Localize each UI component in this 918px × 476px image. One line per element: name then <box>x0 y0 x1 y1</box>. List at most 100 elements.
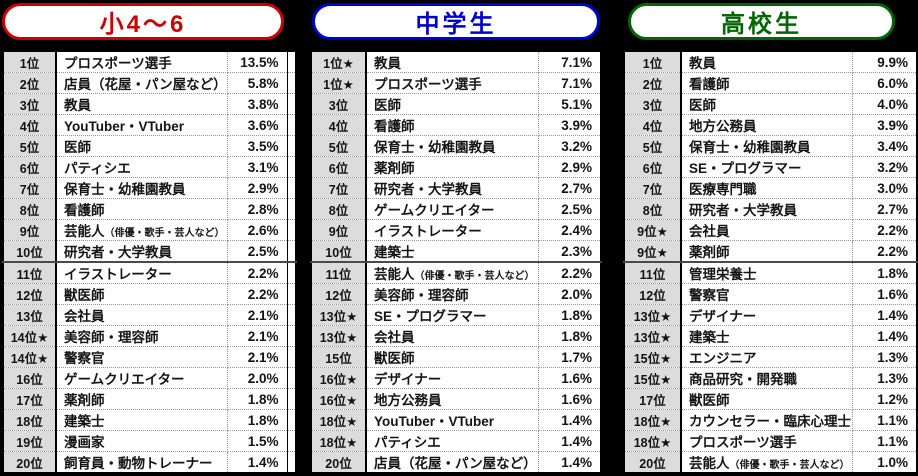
job-name-note: （俳優・歌手・芸人など） <box>104 228 225 239</box>
ranking-row: 13位★ 会社員 1.8% <box>311 325 601 347</box>
rank-cell: 15位 <box>311 346 367 368</box>
ranking-row: 17位 獣医師 1.2% <box>624 388 917 410</box>
rank-cell: 16位★ <box>311 367 367 389</box>
spacer-cell <box>286 219 296 241</box>
spacer-cell <box>286 430 296 452</box>
job-name: 会社員 <box>64 309 105 324</box>
rank-cell: 7位 <box>624 177 682 199</box>
percent-cell: 2.6% <box>227 219 287 241</box>
ranking-row: 20位 店員（花屋・パン屋など） 1.4% <box>311 451 601 473</box>
rank-cell: 15位★ <box>624 346 682 368</box>
ranking-row: 5位 医師 3.5% <box>3 135 296 157</box>
job-name: 医療専門職 <box>689 182 757 197</box>
job-name: 建築士 <box>64 414 105 429</box>
job-name: SE・プログラマー <box>374 309 487 324</box>
percent-cell: 1.4% <box>561 454 592 470</box>
percent-cell: 3.0% <box>852 177 917 199</box>
rank-cell: 9位 <box>311 219 367 241</box>
percent-cell: 2.2% <box>538 262 601 284</box>
ranking-row: 5位 保育士・幼稚園教員 3.4% <box>624 135 917 157</box>
ranking-row: 6位 パティシエ 3.1% <box>3 156 296 178</box>
job-cell: 店員（花屋・パン屋など） <box>56 72 228 94</box>
rank-cell: 9位★ <box>624 219 682 241</box>
percent-cell: 1.1% <box>852 409 917 431</box>
job-name: 医師 <box>374 98 401 113</box>
percent-cell: 1.8% <box>227 388 287 410</box>
rank-cell: 10位 <box>3 240 57 263</box>
spacer-cell <box>286 262 296 284</box>
job-name: 薬剤師 <box>64 393 105 408</box>
rank-cell: 17位 <box>624 388 682 410</box>
ranking-row: 1位 教員 9.9% <box>624 51 917 73</box>
job-cell: 教員 <box>56 93 228 115</box>
ranking-row: 1位 プロスポーツ選手 13.5% <box>3 51 296 73</box>
job-cell: 医師 <box>56 135 228 157</box>
job-name: SE・プログラマー <box>689 161 802 176</box>
percent-cell: 2.0% <box>538 283 601 305</box>
job-name: YouTuber・VTuber <box>374 414 494 429</box>
job-name: 会社員 <box>374 330 415 345</box>
rank-cell: 12位 <box>3 283 57 305</box>
rank-cell: 18位★ <box>311 430 367 452</box>
job-name: 教員 <box>374 56 401 71</box>
percent-cell: 1.0% <box>877 454 908 470</box>
rank-cell: 1位★ <box>311 72 367 94</box>
ranking-row: 2位 看護師 6.0% <box>624 72 917 94</box>
rank-cell: 8位 <box>624 198 682 220</box>
job-name: 地方公務員 <box>689 119 757 134</box>
job-name: 獣医師 <box>64 288 105 303</box>
job-name: 会社員 <box>689 224 730 239</box>
job-cell: プロスポーツ選手 <box>366 72 539 94</box>
job-cell: 薬剤師 <box>366 156 539 178</box>
rank-cell: 18位★ <box>624 409 682 431</box>
job-name: イラストレーター <box>64 267 172 282</box>
percent-cell: 3.9% <box>538 114 601 136</box>
rank-cell: 16位★ <box>311 388 367 410</box>
job-cell: 管理栄養士 <box>681 262 853 284</box>
rank-cell: 16位 <box>3 367 57 389</box>
percent-cell: 3.9% <box>852 114 917 136</box>
job-cell: 教員 <box>366 51 539 73</box>
ranking-row: 9位★ 会社員 2.2% <box>624 219 917 241</box>
ranking-row: 12位 獣医師 2.2% <box>3 283 296 305</box>
job-name: 建築士 <box>689 330 730 345</box>
percent-cell: 6.0% <box>852 72 917 94</box>
percent-cell: 1.6% <box>538 388 601 410</box>
rank-cell: 10位 <box>311 240 367 263</box>
spacer-cell <box>286 240 296 263</box>
job-name: ゲームクリエイター <box>374 203 495 218</box>
job-name: 美容師・理容師 <box>64 330 159 345</box>
rank-cell: 8位 <box>3 198 57 220</box>
job-name: パティシエ <box>374 435 441 450</box>
job-cell: 看護師 <box>56 198 228 220</box>
percent-cell: 2.1% <box>227 304 287 326</box>
percent-cell: 3.4% <box>852 135 917 157</box>
percent-cell: 3.2% <box>538 135 601 157</box>
spacer-cell <box>286 346 296 368</box>
spacer-cell <box>286 283 296 305</box>
ranking-row: 10位 建築士 2.3% <box>311 240 601 263</box>
rank-cell: 14位★ <box>3 325 57 347</box>
percent-cell: 2.8% <box>227 198 287 220</box>
job-cell: 保育士・幼稚園教員 <box>366 135 539 157</box>
ranking-row: 7位 医療専門職 3.0% <box>624 177 917 199</box>
job-cell: 研究者・大学教員 <box>681 198 853 220</box>
percent-cell: 1.4% <box>852 304 917 326</box>
percent-cell: 1.8% <box>538 304 601 326</box>
ranking-row: 6位 薬剤師 2.9% <box>311 156 601 178</box>
ranking-row: 8位 研究者・大学教員 2.7% <box>624 198 917 220</box>
ranking-row: 5位 保育士・幼稚園教員 3.2% <box>311 135 601 157</box>
job-cell: 芸能人（俳優・歌手・芸人など） <box>366 262 539 284</box>
job-cell: デザイナー <box>681 304 853 326</box>
percent-cell: 7.1% <box>538 72 601 94</box>
ranking-row: 20位 芸能人（俳優・歌手・芸人など） 1.0% <box>624 451 917 473</box>
rank-cell: 17位 <box>3 388 57 410</box>
job-cell: 研究者・大学教員 <box>56 240 228 263</box>
group-header-elementary: 小4〜6 <box>2 3 284 40</box>
percent-cell: 1.6% <box>852 283 917 305</box>
group-title-elementary: 小4〜6 <box>99 11 187 38</box>
percent-cell: 3.2% <box>852 156 917 178</box>
percent-cell: 1.4% <box>852 325 917 347</box>
percent-cell: 1.8% <box>227 409 287 431</box>
job-cell: ゲームクリエイター <box>56 367 228 389</box>
